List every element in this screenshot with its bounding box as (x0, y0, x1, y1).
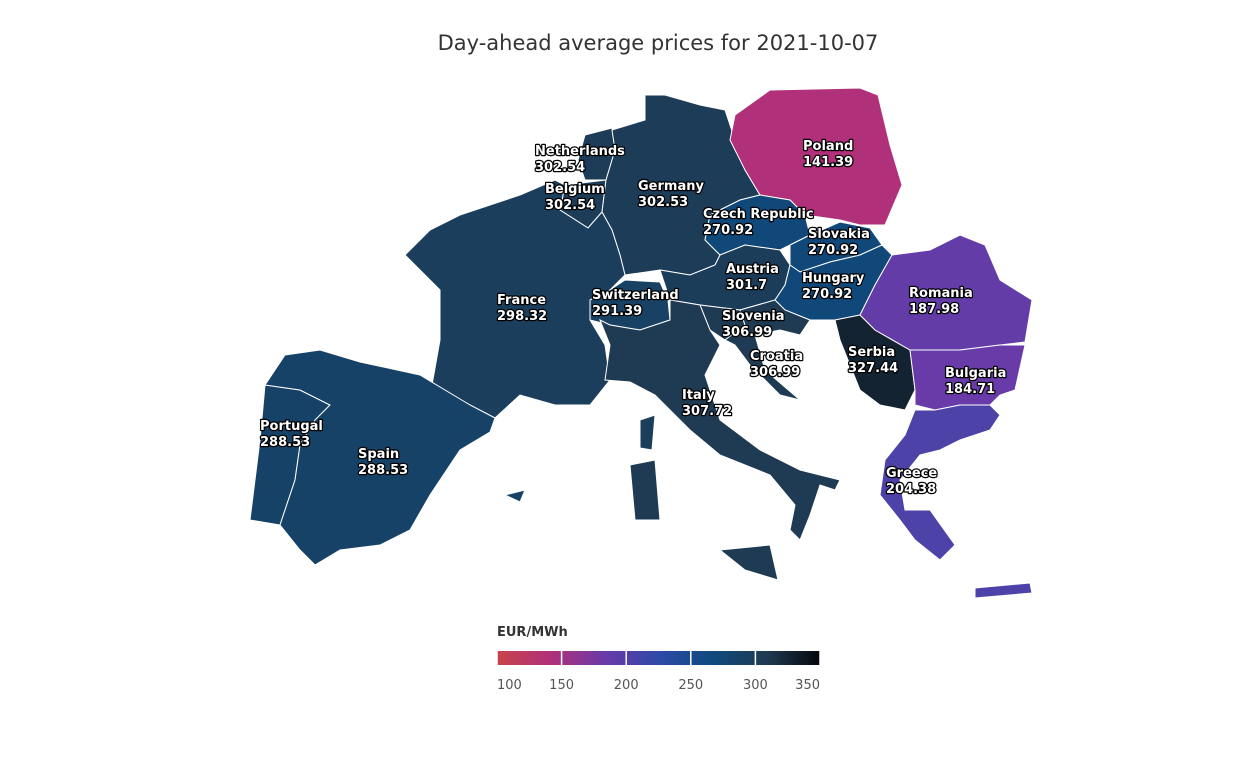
country-value: 291.39 (592, 304, 642, 319)
country-name: Poland (803, 139, 853, 154)
map-title: Day-ahead average prices for 2021-10-07 (438, 31, 879, 55)
country-name: Portugal (260, 419, 323, 434)
country-name: Belgium (545, 182, 605, 197)
country-name: Bulgaria (945, 366, 1006, 381)
country (879, 404, 1001, 561)
country-value: 270.92 (808, 243, 858, 258)
country (859, 234, 1033, 351)
country-name: Slovakia (808, 227, 870, 242)
country-value: 204.38 (886, 482, 936, 497)
country-name: Croatia (750, 349, 803, 364)
colorbar-tick-label: 250 (678, 678, 703, 693)
country-value: 187.98 (909, 302, 959, 317)
country (404, 179, 626, 419)
country (718, 544, 779, 581)
country (264, 349, 496, 566)
colorbar-title: EUR/MWh (497, 625, 568, 640)
country-name: Germany (638, 179, 704, 194)
colorbar-tick-label: 100 (497, 678, 522, 693)
country (599, 299, 841, 541)
country-name: Romania (909, 286, 973, 301)
country-name: Slovenia (722, 309, 785, 324)
country (909, 344, 1026, 411)
country-value: 288.53 (260, 435, 310, 450)
colorbar-tick-label: 150 (549, 678, 574, 693)
country (629, 459, 661, 521)
country-value: 302.54 (545, 198, 595, 213)
country-name: France (497, 293, 546, 308)
country-value: 301.7 (726, 278, 767, 293)
country (639, 414, 656, 451)
country-name: Greece (886, 466, 937, 481)
labels: Netherlands302.54Belgium302.54Germany302… (259, 138, 1008, 499)
country-value: 306.99 (750, 365, 800, 380)
country-value: 270.92 (703, 223, 753, 238)
country-value: 298.32 (497, 309, 547, 324)
country (589, 279, 671, 331)
country-name: Netherlands (535, 144, 625, 159)
colorbar (497, 651, 820, 665)
country-name: Czech Republic (703, 207, 814, 222)
country-name: Switzerland (592, 288, 679, 303)
country-name: Serbia (848, 345, 895, 360)
country-value: 184.71 (945, 382, 995, 397)
country-value: 288.53 (358, 463, 408, 478)
country-value: 327.44 (848, 361, 898, 376)
colorbar-tick-label: 350 (795, 678, 820, 693)
country-value: 302.53 (638, 195, 688, 210)
country (974, 582, 1033, 599)
country-name: Spain (358, 447, 399, 462)
country-value: 302.54 (535, 160, 585, 175)
country-value: 141.39 (803, 155, 853, 170)
country (729, 87, 903, 226)
colorbar-tick-label: 200 (614, 678, 639, 693)
colorbar-ticks: 100 150 200 250 300 350 (496, 651, 821, 693)
country (724, 299, 811, 401)
country-value: 306.99 (722, 325, 772, 340)
country (503, 489, 526, 503)
countries (249, 87, 1033, 599)
country-name: Italy (682, 388, 715, 403)
colorbar-tick-label: 300 (743, 678, 768, 693)
country-name: Hungary (802, 271, 865, 286)
country-name: Austria (726, 262, 779, 277)
country-value: 270.92 (802, 287, 852, 302)
country-value: 307.72 (682, 404, 732, 419)
